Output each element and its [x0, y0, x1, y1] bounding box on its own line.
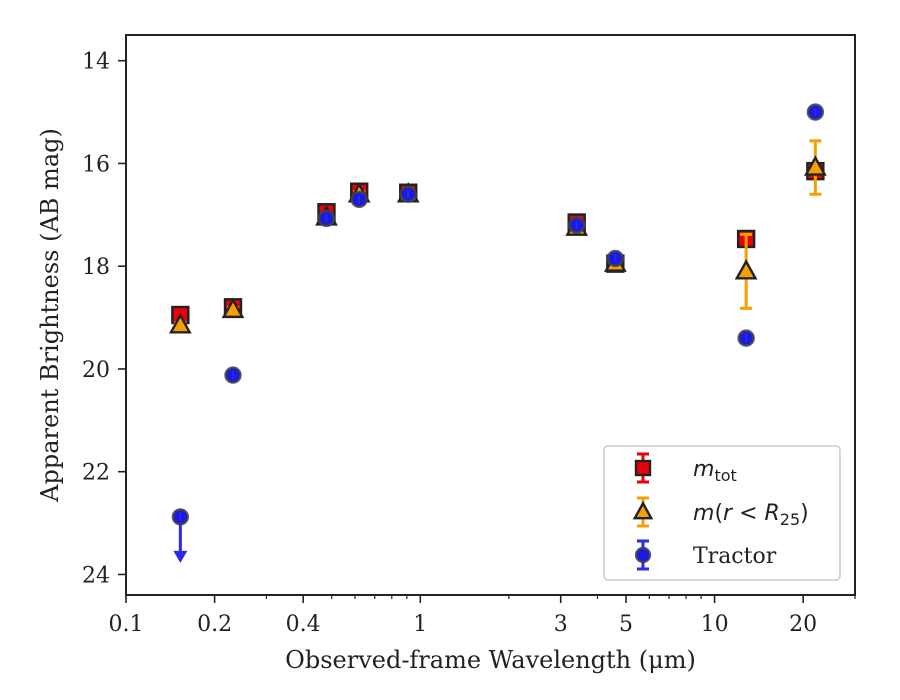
y-tick-label: 22 — [82, 461, 110, 486]
y-axis-label: Apparent Brightness (AB mag) — [36, 128, 64, 503]
legend-label-part: ( — [714, 501, 723, 526]
series-circle — [171, 103, 825, 563]
legend-label-part: m — [693, 457, 714, 482]
y-tick-label: 18 — [82, 255, 110, 280]
y-tick-label: 24 — [82, 563, 110, 588]
legend-marker — [632, 500, 654, 520]
legend-label: Tractor — [693, 544, 777, 569]
legend-label: m(r < R25) — [693, 501, 809, 529]
data-point — [734, 259, 758, 280]
legend-label-part: Tractor — [693, 544, 777, 569]
legend-label-part: ) — [800, 501, 809, 526]
x-axis-label: Observed-frame Wavelength (μm) — [285, 646, 696, 674]
legend-marker — [634, 546, 652, 564]
x-tick-label: 0.2 — [197, 612, 232, 637]
legend-label-part: 25 — [780, 510, 800, 529]
y-tick-label: 16 — [82, 152, 110, 177]
y-tick-label: 20 — [82, 358, 110, 383]
x-tick-label: 1 — [413, 612, 427, 637]
x-tick-label: 0.1 — [109, 612, 144, 637]
legend-box — [603, 445, 841, 581]
legend-label-part: m — [693, 501, 714, 526]
x-tick-label: 3 — [554, 612, 568, 637]
data-point — [221, 297, 245, 319]
data-markers — [168, 103, 827, 563]
y-tick-label: 14 — [82, 50, 110, 75]
x-tick-label: 20 — [789, 612, 817, 637]
upper-limit-arrow-head — [173, 550, 188, 563]
legend-label-part: r < R — [723, 501, 780, 526]
legend-label: mtot — [693, 457, 737, 485]
axis-ticks: 0.1 0.2 0.4 1 3 5 10 20 14 16 18 20 22 24 — [82, 50, 856, 637]
x-tick-label: 10 — [701, 612, 729, 637]
x-tick-label: 5 — [619, 612, 633, 637]
legend-label-part: tot — [714, 466, 736, 485]
legend-marker — [634, 459, 652, 477]
x-tick-label: 0.4 — [286, 612, 321, 637]
data-point — [168, 312, 192, 334]
data-point — [803, 155, 827, 176]
